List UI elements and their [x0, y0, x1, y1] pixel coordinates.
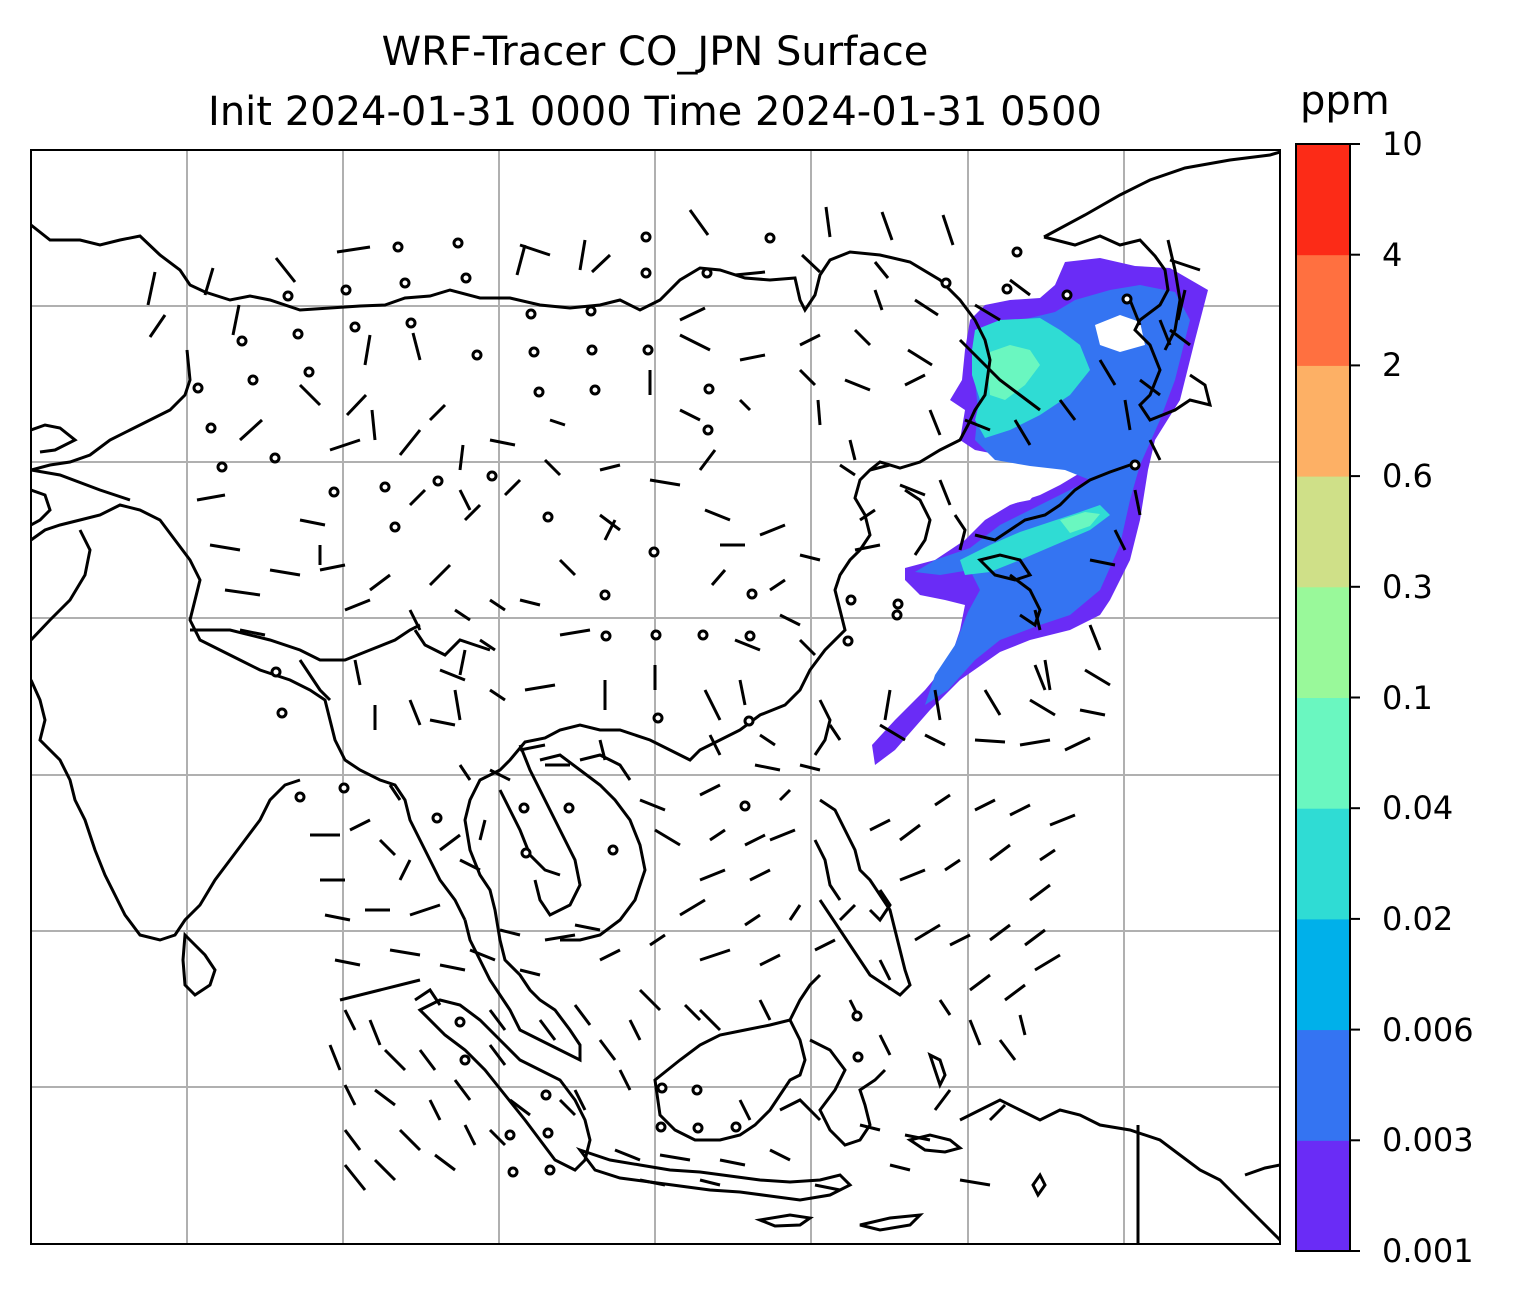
plume-gap [1095, 315, 1145, 352]
colorbar-tick-label: 0.001 [1382, 1232, 1474, 1270]
plume-gap-2 [990, 488, 1040, 505]
colorbar-segment [1296, 1029, 1350, 1141]
colorbar-segment [1296, 144, 1350, 256]
colorbar [1295, 143, 1360, 1252]
colorbar-tick-label: 0.02 [1382, 899, 1454, 938]
colorbar-tick-label: 0.003 [1382, 1121, 1474, 1160]
colorbar-unit-label: ppm [1300, 78, 1390, 124]
coastlines [31, 150, 1280, 1244]
colorbar-segment [1296, 918, 1350, 1031]
calm-markers [192, 231, 1141, 1178]
wind-barbs [146, 206, 1201, 1192]
tracer-plume [872, 258, 1208, 765]
colorbar-tick-label: 0.006 [1382, 1010, 1474, 1049]
colorbar-tick-label: 2 [1382, 346, 1403, 385]
colorbar-segment [1296, 697, 1350, 809]
colorbar-segment [1296, 808, 1350, 920]
colorbar-tick-label: 0.3 [1382, 567, 1433, 606]
colorbar-tick-label: 0.04 [1382, 789, 1454, 828]
colorbar-tick-label: 4 [1382, 235, 1403, 274]
colorbar-tick-label: 0.1 [1382, 678, 1433, 717]
map-title-line1: WRF-Tracer CO_JPN Surface [381, 29, 929, 75]
map-title-line2: Init 2024-01-31 0000 Time 2024-01-31 050… [208, 89, 1102, 135]
colorbar-tick-label: 0.6 [1382, 457, 1433, 496]
colorbar-tick-label: 10 [1382, 125, 1423, 163]
plume-peak-region [988, 345, 1040, 400]
colorbar-segment [1296, 586, 1350, 698]
colorbar-segment [1296, 476, 1350, 588]
map-frame [30, 149, 1281, 1245]
plume-peak-region-2 [1060, 512, 1100, 533]
colorbar-segment [1296, 1140, 1350, 1252]
colorbar-segment [1296, 365, 1350, 477]
colorbar-segment [1296, 254, 1350, 366]
